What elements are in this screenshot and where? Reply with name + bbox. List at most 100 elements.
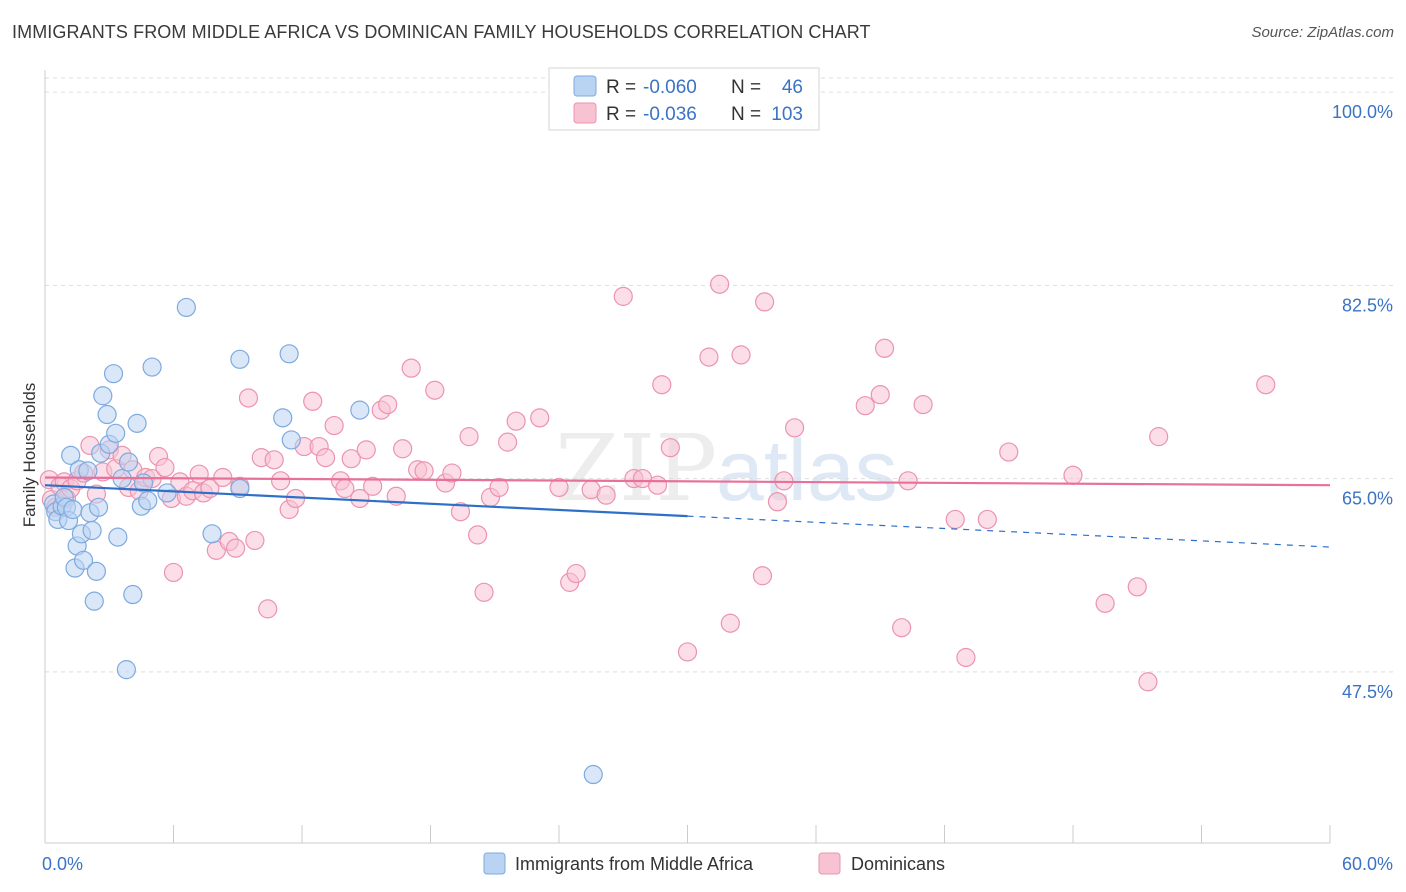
dominicans-point — [855, 396, 875, 416]
dominicans-point — [498, 432, 518, 452]
dominicans-point — [258, 599, 278, 619]
dominicans-point — [731, 345, 751, 365]
dominicans-point — [474, 582, 494, 602]
dominicans-point — [710, 274, 730, 294]
dominicans-point — [652, 375, 672, 395]
legend-r-label: R = — [606, 104, 636, 125]
dominicans-point — [393, 439, 413, 459]
dominicans-point — [754, 292, 775, 312]
x-tick-label: 60.0% — [1342, 854, 1393, 874]
dominicans-point — [341, 449, 361, 469]
middle-africa-point — [138, 491, 158, 511]
dominicans-point — [468, 525, 488, 545]
middle-africa-point — [88, 497, 109, 517]
dominicans-point — [956, 647, 976, 668]
legend-r-label: R = — [606, 77, 636, 98]
middle-africa-points — [43, 297, 603, 785]
dominicans-point — [226, 538, 246, 558]
middle-africa-point — [118, 452, 139, 472]
middle-africa-point — [123, 584, 143, 605]
middle-africa-point — [350, 400, 370, 420]
dominicans-point — [356, 440, 376, 460]
series-legend-label-middle-africa: Immigrants from Middle Africa — [515, 854, 754, 874]
dominicans-point — [752, 566, 773, 586]
dominicans-point — [892, 618, 912, 638]
middle-africa-point — [108, 527, 128, 547]
legend-r-value: -0.036 — [643, 104, 697, 125]
dominicans-point — [720, 613, 740, 633]
dominicans-point — [245, 530, 265, 551]
middle-africa-point — [230, 349, 250, 369]
dominicans-point — [1095, 593, 1115, 613]
chart-source: Source: ZipAtlas.com — [1251, 24, 1394, 41]
dominicans-point — [414, 461, 434, 481]
legend-r-value: -0.060 — [643, 77, 697, 98]
correlation-legend: R = -0.060 N = 46 R = -0.036 N = 103 — [548, 67, 820, 131]
legend-n-label: N = — [731, 77, 761, 98]
series-legend-swatch-blue — [483, 852, 506, 875]
tick-labels: 47.5% 65.0% 82.5% 100.0% 0.0% 60.0% — [42, 102, 1393, 874]
dominicans-point — [425, 380, 445, 400]
dominicans-point — [363, 476, 383, 496]
dominicans-point — [596, 485, 616, 505]
dominicans-point — [913, 394, 933, 415]
watermark-atlas: atlas — [716, 423, 898, 519]
dominicans-point — [549, 477, 569, 498]
dominicans-point — [489, 477, 509, 498]
series-legend: Immigrants from Middle Africa Dominicans — [483, 852, 945, 875]
legend-n-value: 46 — [782, 77, 803, 98]
middle-africa-point — [61, 445, 81, 465]
middle-africa-point — [103, 364, 124, 384]
dominicans-point — [945, 509, 965, 530]
dominicans-point — [1149, 427, 1169, 447]
dominicans-point — [677, 642, 698, 662]
middle-africa-point — [106, 423, 126, 443]
middle-africa-point — [583, 764, 603, 785]
dominicans-point — [566, 563, 586, 584]
dominicans-point — [238, 388, 259, 408]
legend-n-value: 103 — [771, 104, 803, 125]
dominicans-trend-line — [44, 476, 1331, 487]
legend-swatch-pink — [573, 102, 597, 124]
dominicans-point — [442, 463, 462, 483]
grid-lines — [45, 77, 1393, 673]
legend-swatch-blue — [573, 75, 597, 97]
dominicans-point — [450, 502, 471, 522]
middle-africa-point — [84, 591, 104, 611]
middle-africa-point — [73, 550, 94, 570]
dominicans-point — [767, 492, 788, 512]
dominicans-points — [39, 274, 1276, 692]
dominicans-point — [163, 562, 184, 583]
middle-africa-point — [93, 386, 113, 406]
middle-africa-point — [82, 520, 102, 541]
dominicans-point — [459, 427, 479, 447]
dominicans-point — [699, 347, 719, 367]
dominicans-point — [977, 509, 997, 530]
dominicans-point — [1138, 672, 1158, 692]
middle-africa-point — [279, 344, 299, 364]
middle-africa-point — [281, 430, 301, 450]
series-legend-swatch-pink — [818, 852, 841, 875]
dominicans-point — [1256, 375, 1276, 395]
middle-africa-point — [273, 408, 293, 428]
dominicans-point — [999, 442, 1019, 462]
dominicans-point — [1127, 577, 1147, 597]
middle-africa-point — [97, 404, 117, 425]
middle-africa-point — [176, 297, 196, 318]
dominicans-point — [386, 486, 406, 506]
x-tick-label: 0.0% — [42, 854, 83, 874]
middle-africa-point — [116, 660, 136, 680]
middle-africa-point — [127, 413, 147, 433]
dominicans-point — [647, 475, 668, 495]
y-axis-label: Family Households — [20, 383, 39, 528]
y-tick-label: 100.0% — [1332, 102, 1393, 122]
dominicans-point — [303, 391, 323, 411]
dominicans-point — [315, 448, 336, 468]
y-tick-label: 65.0% — [1342, 489, 1393, 509]
dominicans-point — [898, 471, 918, 491]
dominicans-point — [270, 471, 291, 491]
dominicans-point — [1063, 465, 1083, 485]
dominicans-point — [264, 450, 284, 470]
middle-africa-point — [157, 483, 177, 503]
